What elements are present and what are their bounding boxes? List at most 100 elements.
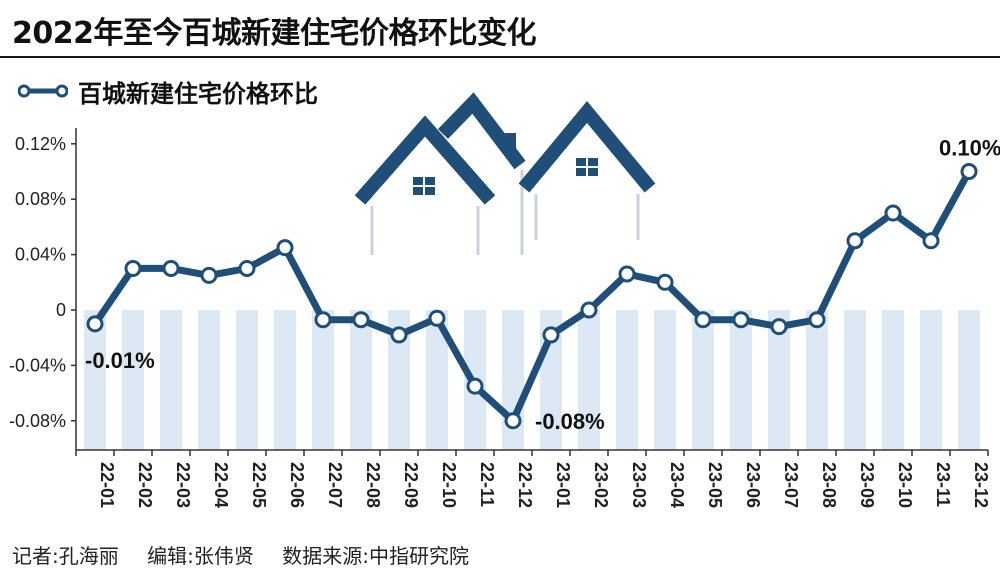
x-tick-labels: 22-01 22-02 22-03 22-04 22-05 22-06 22-07 22-08… [97, 462, 991, 508]
legend: 百城新建住宅价格环比 [18, 76, 318, 108]
data-label-23-12: 0.10% [939, 136, 1000, 161]
y-tick-labels: 0.12% 0.08% 0.04% 0 -0.04% -0.08% [9, 134, 66, 431]
x-tick-label: 23-10 [895, 462, 915, 508]
band-23-02 [578, 310, 600, 450]
x-tick-label: 22-06 [287, 462, 307, 508]
title-divider [0, 56, 1000, 58]
house-middle-icon [437, 92, 526, 255]
editor-credit: 编辑:张伟贤 [147, 544, 254, 568]
x-tick-label: 22-11 [477, 462, 497, 507]
legend-swatch-icon [18, 84, 68, 98]
band-23-12 [958, 310, 980, 450]
band-23-08 [806, 310, 828, 450]
band-22-05 [236, 310, 258, 450]
data-point-22-09 [390, 326, 408, 344]
data-point-22-01 [86, 315, 104, 333]
data-point-22-03 [162, 259, 180, 277]
data-labels: -0.01% -0.08% 0.10% [85, 136, 1000, 434]
data-point-22-07 [314, 311, 332, 329]
house-left-icon [354, 115, 496, 255]
band-23-06 [730, 310, 752, 450]
band-23-03 [616, 310, 638, 450]
x-tick-label: 23-07 [781, 462, 801, 508]
data-point-22-04 [200, 266, 218, 284]
y-tick-label: 0.12% [15, 134, 66, 154]
x-tick-label: 23-02 [591, 462, 611, 508]
column-bands [84, 310, 980, 450]
x-tick-label: 22-09 [401, 462, 421, 508]
data-point-22-11 [466, 377, 484, 395]
band-23-04 [654, 310, 676, 450]
data-point-22-08 [352, 311, 370, 329]
y-tick-label: -0.04% [9, 355, 66, 375]
band-22-01 [84, 310, 106, 450]
band-22-07 [312, 310, 334, 450]
band-23-07 [768, 310, 790, 450]
data-point-22-12 [504, 412, 522, 430]
band-23-05 [692, 310, 714, 450]
legend-label: 百城新建住宅价格环比 [78, 79, 318, 108]
data-point-22-10 [428, 309, 446, 327]
data-point-23-03 [618, 265, 636, 283]
y-tick-label: 0.04% [15, 245, 66, 265]
band-22-06 [274, 310, 296, 450]
x-tick-label: 23-09 [857, 462, 877, 508]
reporter-credit: 记者:孔海丽 [12, 544, 119, 568]
x-tick-label: 23-04 [667, 462, 687, 508]
y-tick-label: 0.08% [15, 189, 66, 209]
band-22-08 [350, 310, 372, 450]
band-22-02 [122, 310, 144, 450]
x-tick-label: 23-03 [629, 462, 649, 508]
x-tick-label: 22-01 [97, 462, 117, 508]
x-tick-label: 23-01 [553, 462, 573, 508]
x-tick-label: 23-05 [705, 462, 725, 508]
data-label-22-01: -0.01% [85, 348, 155, 373]
data-point-23-01 [542, 326, 560, 344]
band-23-11 [920, 310, 942, 450]
data-point-23-05 [694, 311, 712, 329]
data-point-22-05 [238, 259, 256, 277]
data-point-22-06 [276, 239, 294, 257]
x-tick-label: 22-08 [363, 462, 383, 508]
data-point-23-08 [808, 311, 826, 329]
data-point-23-06 [732, 311, 750, 329]
x-tick-label: 22-03 [173, 462, 193, 508]
data-point-23-04 [656, 273, 674, 291]
chart-title: 2022年至今百城新建住宅价格环比变化 [12, 16, 537, 51]
y-tick-label: 0 [56, 300, 66, 320]
x-tick-label: 23-11 [933, 462, 953, 507]
x-tick-label: 23-08 [819, 462, 839, 508]
band-23-10 [882, 310, 904, 450]
series-line [91, 168, 973, 425]
x-tick-label: 23-12 [971, 462, 991, 508]
series-points [86, 163, 978, 430]
band-22-03 [160, 310, 182, 450]
data-point-23-10 [884, 204, 902, 222]
band-22-09 [388, 310, 410, 450]
x-tick-label: 22-10 [439, 462, 459, 508]
data-point-23-09 [846, 232, 864, 250]
x-tick-label: 22-05 [249, 462, 269, 508]
house-right-icon [518, 101, 656, 240]
y-tick-label: -0.08% [9, 411, 66, 431]
data-point-22-02 [124, 259, 142, 277]
x-tick-label: 22-07 [325, 462, 345, 508]
axes [71, 128, 989, 456]
data-source: 数据来源:中指研究院 [282, 544, 469, 568]
data-point-23-07 [770, 318, 788, 336]
data-point-23-11 [922, 232, 940, 250]
series-path [91, 168, 973, 425]
x-tick-label: 23-06 [743, 462, 763, 508]
band-22-10 [426, 310, 448, 450]
footer: 记者:孔海丽 编辑:张伟贤 数据来源:中指研究院 [12, 540, 491, 569]
x-tick-label: 22-02 [135, 462, 155, 508]
x-tick-label: 22-04 [211, 462, 231, 508]
band-23-09 [844, 310, 866, 450]
band-22-04 [198, 310, 220, 450]
data-point-23-12 [960, 163, 978, 180]
houses-illustration [354, 92, 656, 255]
data-label-22-12: -0.08% [535, 409, 605, 434]
x-tick-label: 22-12 [515, 462, 535, 508]
data-point-23-02 [580, 301, 598, 319]
